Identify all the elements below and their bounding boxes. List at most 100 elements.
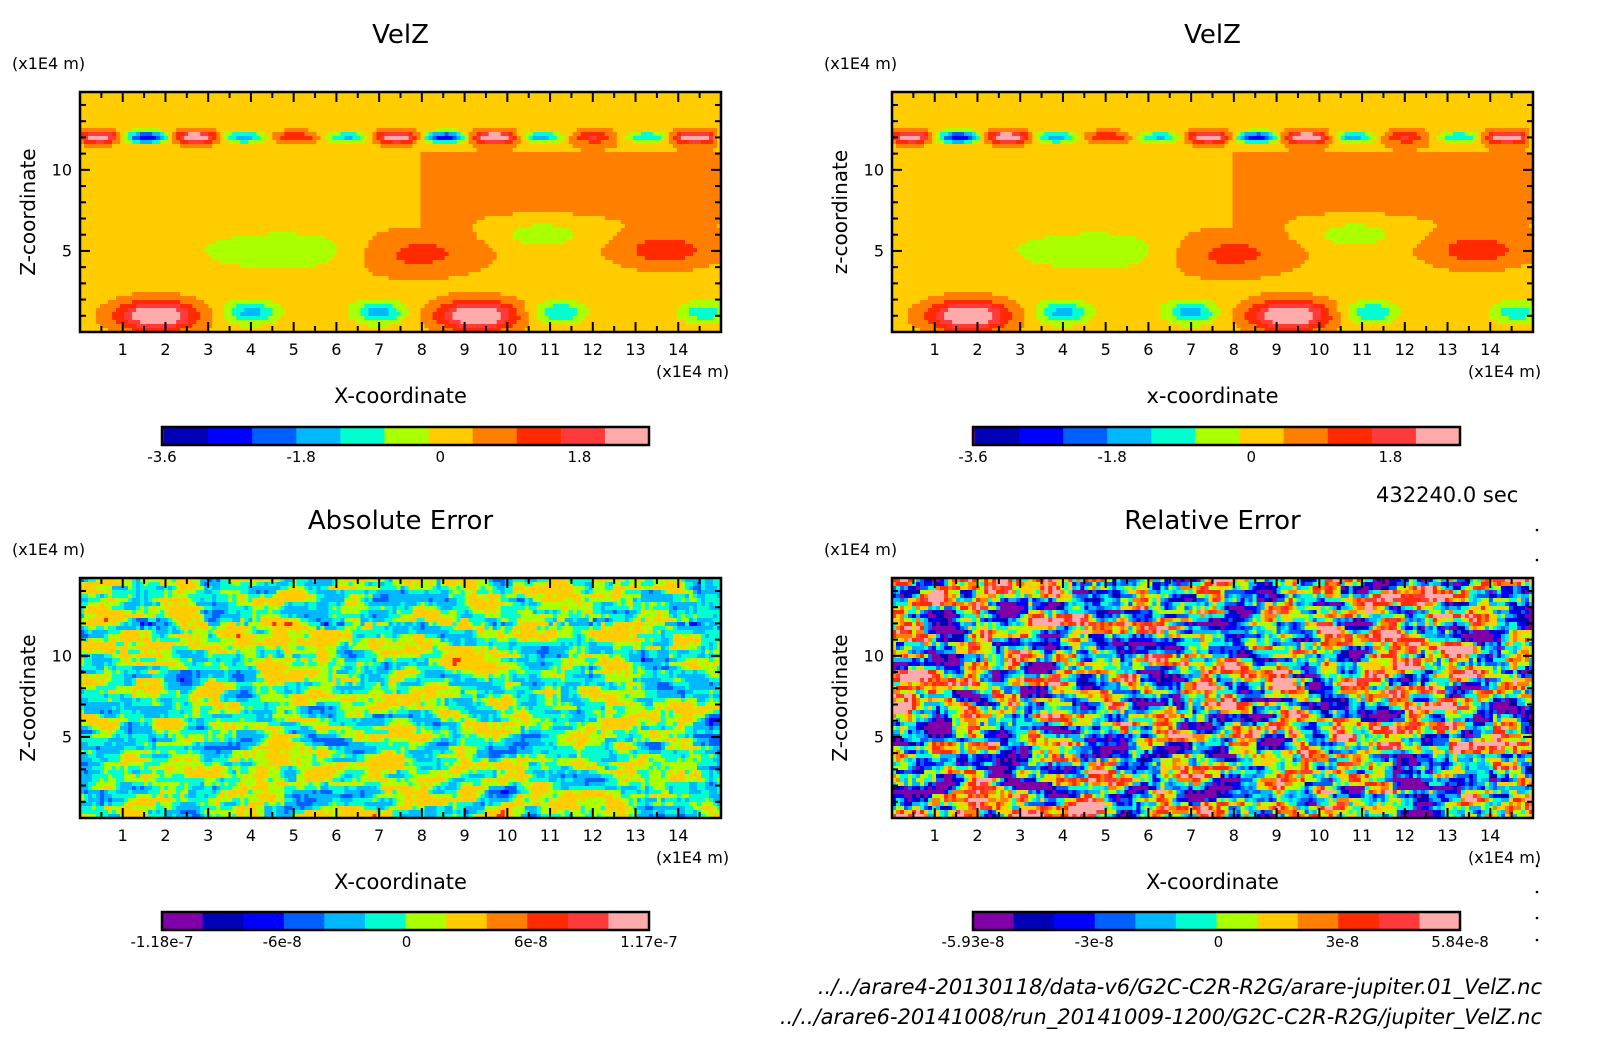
- x-tick-label: 6: [331, 340, 341, 359]
- colorbar-swatch: [1151, 427, 1196, 445]
- colorbar-label: 1.8: [1378, 448, 1402, 466]
- x-unit-label: (x1E4 m): [1468, 362, 1541, 381]
- colorbar-label: -1.8: [287, 448, 316, 466]
- colorbar-swatch: [1298, 912, 1339, 930]
- y-unit-label: (x1E4 m): [824, 540, 897, 559]
- figure-canvas: [0, 0, 1604, 1054]
- x-tick-label: 12: [1395, 826, 1415, 845]
- x-tick-label: 11: [1352, 340, 1372, 359]
- colorbar-swatch: [1328, 427, 1373, 445]
- x-tick-label: 14: [668, 340, 688, 359]
- y-axis-label: Z-coordinate: [16, 634, 40, 761]
- colorbar-swatch: [1176, 912, 1217, 930]
- colorbar-swatch: [608, 912, 649, 930]
- colorbar-swatch: [1416, 427, 1461, 445]
- colorbar-label: 6e-8: [514, 933, 548, 951]
- plot-area-top-right: [892, 92, 1534, 333]
- x-tick-label: 2: [160, 340, 170, 359]
- x-tick-label: 1: [118, 826, 128, 845]
- colorbar-swatch: [384, 427, 429, 445]
- margin-dot: [1536, 939, 1539, 942]
- y-tick-label: 5: [62, 241, 72, 260]
- y-axis-label: Z-coordinate: [16, 148, 40, 275]
- colorbar-label: -3.6: [147, 448, 176, 466]
- colorbar-label: -3e-8: [1075, 933, 1114, 951]
- x-tick-label: 5: [1101, 826, 1111, 845]
- x-tick-label: 6: [1143, 340, 1153, 359]
- colorbar-swatch: [487, 912, 528, 930]
- time-label: 432240.0 sec: [1376, 483, 1518, 507]
- x-tick-label: 11: [540, 826, 560, 845]
- panel-title: Relative Error: [1124, 506, 1301, 536]
- y-tick-label: 10: [52, 646, 72, 665]
- x-tick-label: 5: [289, 826, 299, 845]
- x-tick-label: 12: [1395, 340, 1415, 359]
- x-tick-label: 9: [1272, 340, 1282, 359]
- x-tick-label: 10: [1309, 826, 1329, 845]
- y-unit-label: (x1E4 m): [824, 54, 897, 73]
- colorbar-swatch: [973, 912, 1014, 930]
- margin-dot: [1536, 891, 1539, 894]
- colorbar-swatch: [296, 427, 341, 445]
- x-tick-label: 1: [930, 826, 940, 845]
- colorbar-label: 1.17e-7: [620, 933, 678, 951]
- x-tick-label: 9: [460, 340, 470, 359]
- x-tick-label: 13: [1437, 826, 1457, 845]
- plot-area-top-left: [80, 92, 722, 333]
- colorbar-swatch: [561, 427, 606, 445]
- colorbar-swatch: [164, 427, 209, 445]
- x-tick-label: 9: [1272, 826, 1282, 845]
- x-axis-label: x-coordinate: [1146, 384, 1278, 408]
- x-tick-label: 2: [972, 340, 982, 359]
- y-tick-label: 10: [864, 160, 884, 179]
- colorbar-swatch: [1063, 427, 1108, 445]
- colorbar-swatch: [1014, 912, 1055, 930]
- x-tick-label: 7: [374, 340, 384, 359]
- x-tick-label: 9: [460, 826, 470, 845]
- margin-dot: [1536, 529, 1539, 532]
- panel-title: VelZ: [372, 20, 429, 50]
- colorbar-swatch: [1240, 427, 1285, 445]
- x-tick-label: 7: [1186, 340, 1196, 359]
- colorbar-swatch: [1135, 912, 1176, 930]
- colorbar-swatch: [446, 912, 487, 930]
- x-tick-label: 13: [625, 826, 645, 845]
- x-unit-label: (x1E4 m): [656, 362, 729, 381]
- colorbar-label: -5.93e-8: [942, 933, 1005, 951]
- x-tick-label: 3: [1015, 340, 1025, 359]
- colorbar-swatch: [252, 427, 297, 445]
- x-axis-label: X-coordinate: [1146, 870, 1279, 894]
- colorbar-label: 0: [1214, 933, 1224, 951]
- colorbar-swatch: [1372, 427, 1417, 445]
- margin-dot: [1536, 917, 1539, 920]
- colorbar-label: -1.18e-7: [131, 933, 194, 951]
- x-tick-label: 14: [1480, 340, 1500, 359]
- y-unit-label: (x1E4 m): [12, 54, 85, 73]
- colorbar-label: 3e-8: [1326, 933, 1360, 951]
- y-tick-label: 5: [62, 727, 72, 746]
- x-tick-label: 4: [246, 340, 256, 359]
- colorbar-swatch: [517, 427, 562, 445]
- x-tick-label: 4: [1058, 340, 1068, 359]
- plot-area-bottom-left: [80, 578, 722, 819]
- colorbar-label: 1.8: [567, 448, 591, 466]
- x-tick-label: 14: [1480, 826, 1500, 845]
- colorbar-swatch: [1419, 912, 1460, 930]
- x-tick-label: 8: [1229, 340, 1239, 359]
- colorbar-label: 0: [436, 448, 446, 466]
- colorbar-swatch: [605, 427, 650, 445]
- x-tick-label: 1: [930, 340, 940, 359]
- colorbar-swatch: [340, 427, 385, 445]
- colorbar-swatch: [1095, 912, 1136, 930]
- margin-dot: [1536, 559, 1539, 562]
- x-unit-label: (x1E4 m): [656, 848, 729, 867]
- panel-title: Absolute Error: [308, 506, 493, 536]
- colorbar-swatch: [527, 912, 568, 930]
- y-tick-label: 5: [874, 241, 884, 260]
- x-tick-label: 8: [1229, 826, 1239, 845]
- colorbar-label: -6e-8: [263, 933, 302, 951]
- x-tick-label: 7: [1186, 826, 1196, 845]
- colorbar-swatch: [406, 912, 447, 930]
- x-axis-label: X-coordinate: [334, 870, 467, 894]
- x-tick-label: 3: [1015, 826, 1025, 845]
